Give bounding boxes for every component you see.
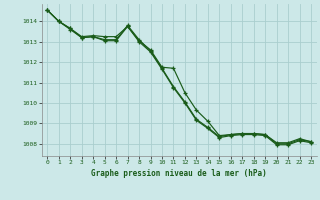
X-axis label: Graphe pression niveau de la mer (hPa): Graphe pression niveau de la mer (hPa)	[91, 169, 267, 178]
